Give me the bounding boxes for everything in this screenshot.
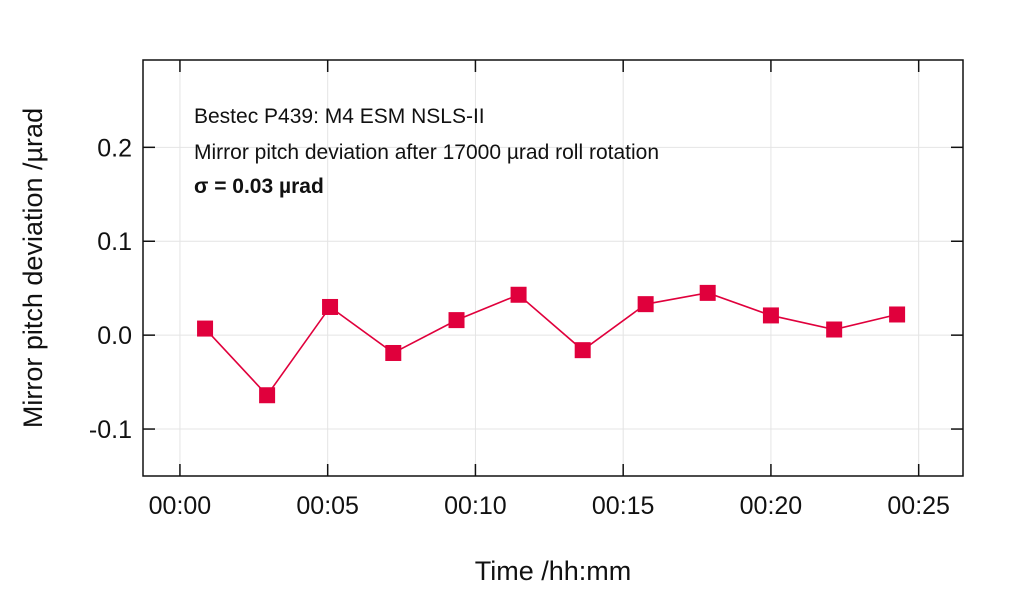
series [197, 284, 906, 404]
x-tick-label: 00:15 [592, 492, 655, 520]
y-tick-label: -0.1 [89, 416, 132, 444]
data-point [762, 307, 779, 324]
data-point [637, 296, 654, 313]
annotation-line-1: Bestec P439: M4 ESM NSLS-II [194, 105, 485, 128]
data-point [448, 312, 465, 329]
series-line [204, 292, 898, 397]
x-tick-label: 00:00 [149, 492, 212, 520]
data-point [385, 344, 402, 361]
data-point [197, 320, 214, 337]
y-axis-label: Mirror pitch deviation /µrad [18, 108, 48, 428]
annotation-sigma: σ = 0.03 µrad [194, 175, 324, 198]
data-point [826, 321, 843, 338]
x-tick-label: 00:20 [740, 492, 803, 520]
y-tick-label: 0.2 [97, 134, 132, 162]
x-tick-label: 00:10 [444, 492, 507, 520]
data-point [574, 342, 591, 359]
y-tick-label: 0.0 [97, 322, 132, 350]
data-point [889, 306, 906, 323]
annotation-line-2: Mirror pitch deviation after 17000 µrad … [194, 141, 659, 164]
data-point [322, 298, 339, 315]
x-axis-label: Time /hh:mm [475, 556, 632, 586]
data-point [259, 387, 276, 404]
x-tick-label: 00:05 [296, 492, 359, 520]
plot-frame [142, 59, 964, 477]
data-point [699, 284, 716, 301]
y-tick-label: 0.1 [97, 228, 132, 256]
data-point [510, 286, 527, 303]
x-tick-label: 00:25 [887, 492, 950, 520]
ticks: 00:00 00:05 00:10 00:15 00:20 00:25 0.2 0.1 0.0 -… [89, 60, 963, 520]
